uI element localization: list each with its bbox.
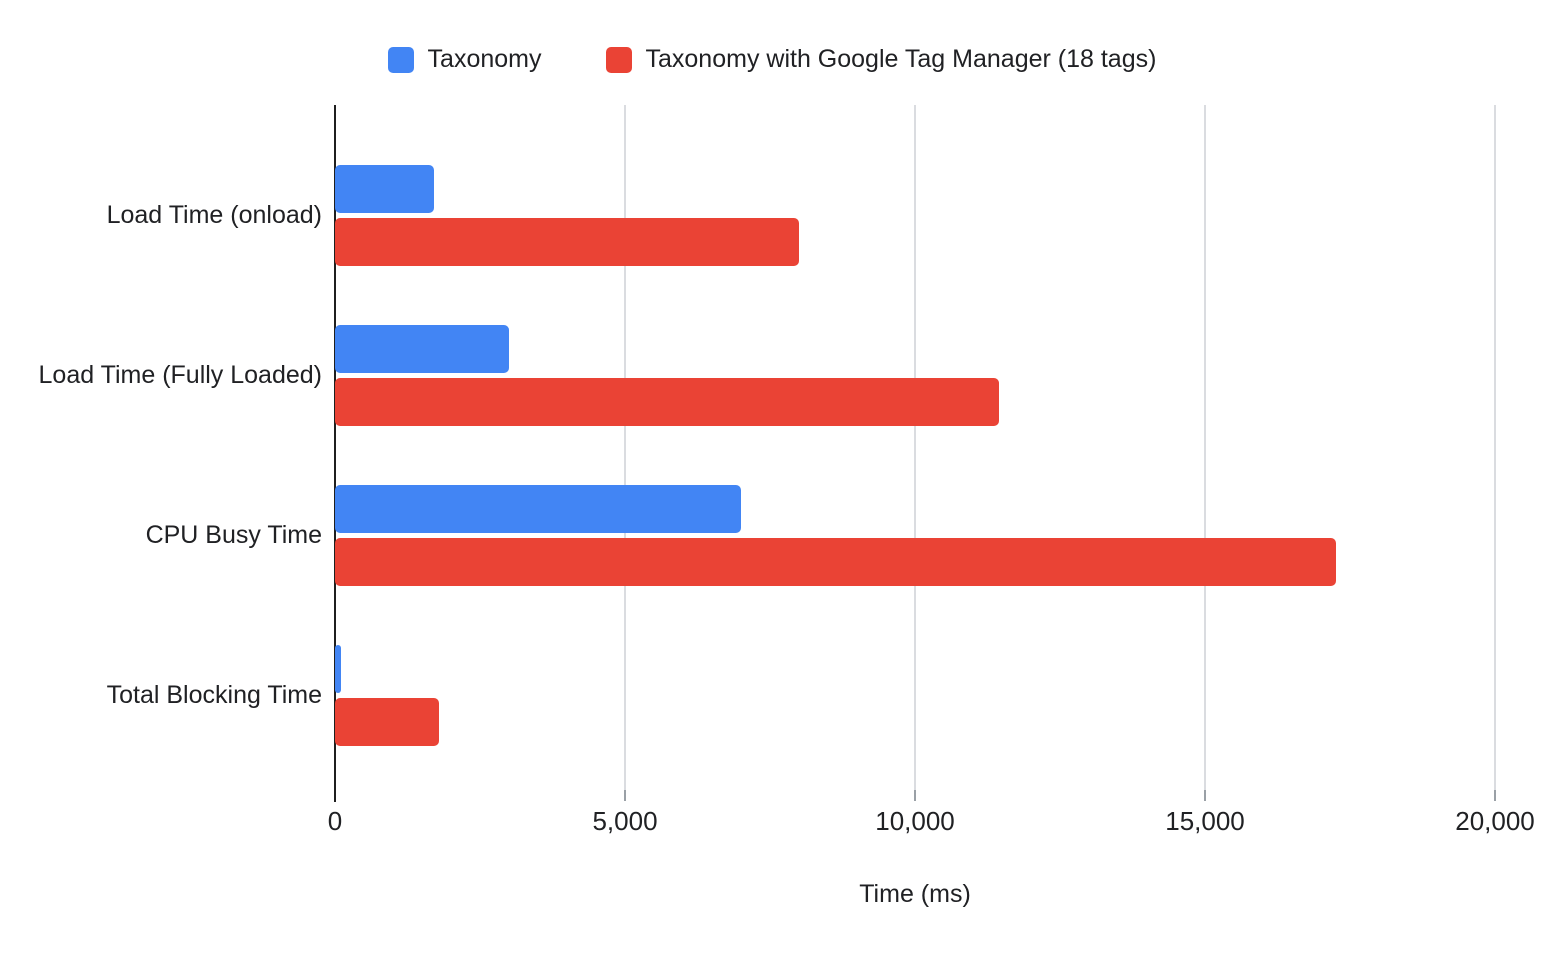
legend-item-0: Taxonomy [387, 45, 542, 74]
x-tick-label: 0 [327, 806, 343, 836]
legend: Taxonomy Taxonomy with Google Tag Manager… [0, 45, 1544, 74]
bar-series1-cat0 [335, 218, 799, 266]
bar-series1-cat2 [335, 538, 1336, 586]
axis-tick [624, 790, 626, 801]
x-axis-tick-labels: 0 5,000 10,000 15,000 20,000 [328, 806, 1535, 840]
legend-swatch-icon [387, 46, 414, 73]
axis-tick [1204, 790, 1206, 801]
bar-series1-cat3 [335, 698, 440, 746]
x-axis-title: Time (ms) [859, 880, 971, 908]
legend-swatch-icon [605, 46, 632, 73]
category-label: Load Time (Fully Loaded) [38, 361, 322, 389]
bar-series0-cat0 [335, 165, 434, 213]
bar-series0-cat1 [335, 325, 509, 373]
gridline [624, 105, 626, 790]
gridline [914, 105, 916, 790]
value-axis-line [334, 105, 336, 802]
category-label: CPU Busy Time [145, 521, 322, 549]
bar-series1-cat1 [335, 378, 1000, 426]
category-axis: Load Time (onload) Load Time (Fully Loade… [0, 0, 322, 956]
legend-label: Taxonomy with Google Tag Manager (18 tag… [645, 45, 1157, 73]
x-tick-label: 15,000 [1165, 806, 1245, 836]
gridline [1494, 105, 1496, 790]
axis-tick [914, 790, 916, 801]
axis-tick [1494, 790, 1496, 801]
legend-label: Taxonomy [427, 45, 542, 73]
gridline [1204, 105, 1206, 790]
x-tick-label: 5,000 [592, 806, 658, 836]
category-label: Load Time (onload) [106, 201, 322, 229]
category-label: Total Blocking Time [106, 681, 322, 709]
bar-series0-cat3 [335, 645, 341, 693]
bar-series0-cat2 [335, 485, 741, 533]
legend-item-1: Taxonomy with Google Tag Manager (18 tag… [605, 45, 1157, 74]
plot-area [334, 105, 1496, 802]
x-tick-label: 20,000 [1455, 806, 1535, 836]
x-tick-label: 10,000 [875, 806, 955, 836]
